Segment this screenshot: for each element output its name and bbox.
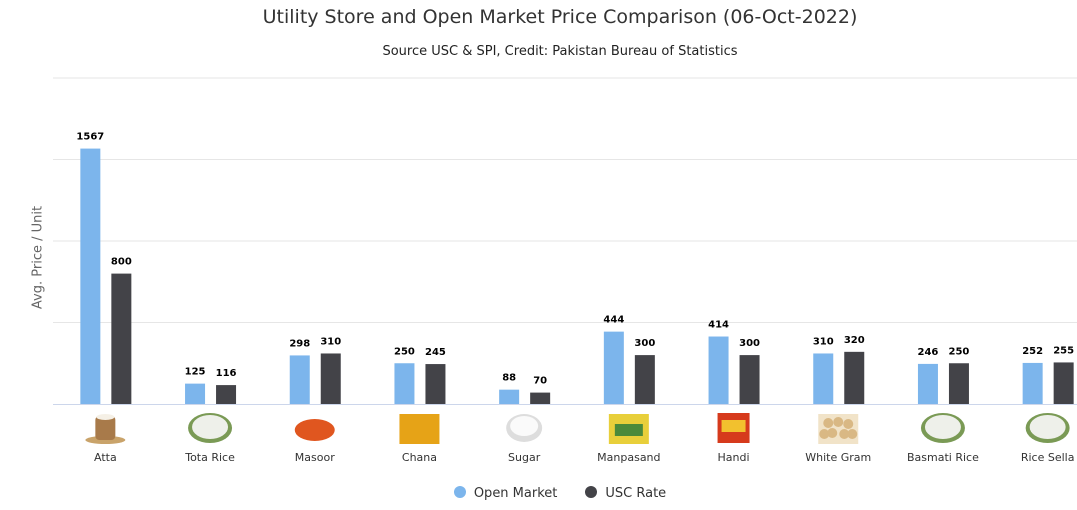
bar-usc-rate[interactable]: [948, 363, 969, 404]
x-tick-label: Masoor: [295, 451, 335, 464]
data-label: 250: [394, 346, 415, 357]
bar-chart: 1567 800 Atta 125 116 Tota Rice 298 310 Masoor 25…: [53, 77, 1077, 464]
rice-bowl-icon: [920, 413, 965, 443]
bar-usc-rate[interactable]: [739, 355, 760, 404]
x-tick-label: Rice Sella: [1021, 451, 1075, 464]
handi-box-icon: [717, 413, 750, 443]
bar-usc-rate[interactable]: [111, 273, 132, 404]
data-label: 116: [216, 368, 237, 379]
data-label: 246: [918, 347, 939, 358]
bar-usc-rate[interactable]: [425, 364, 446, 404]
legend-label: Open Market: [473, 486, 558, 501]
data-label: 414: [708, 320, 729, 331]
legend-marker: [585, 486, 598, 498]
data-label: 255: [1053, 345, 1074, 356]
chart-title: Utility Store and Open Market Price Comp…: [262, 6, 858, 28]
bar-open-market[interactable]: [813, 353, 834, 404]
data-label: 300: [739, 338, 760, 349]
bar-open-market[interactable]: [185, 383, 206, 404]
data-label: 245: [425, 347, 446, 358]
bar-open-market[interactable]: [289, 355, 310, 404]
x-tick-label: Handi: [718, 451, 750, 464]
bar-open-market[interactable]: [603, 331, 624, 404]
data-label: 310: [813, 336, 834, 347]
rice-bowl-icon: [1025, 413, 1070, 443]
data-label: 310: [320, 336, 341, 347]
bar-open-market[interactable]: [1022, 362, 1043, 404]
data-label: 320: [844, 335, 865, 346]
x-tick-label: Sugar: [508, 451, 541, 464]
bar-usc-rate[interactable]: [530, 392, 551, 404]
chickpeas-icon: [399, 414, 440, 444]
bar-usc-rate[interactable]: [320, 353, 341, 404]
sugar-bowl-icon: [506, 414, 543, 442]
rice-bowl-icon: [188, 413, 233, 443]
data-label: 800: [111, 257, 132, 268]
data-label: 250: [949, 346, 970, 357]
data-label: 298: [289, 338, 310, 349]
bar-open-market[interactable]: [917, 363, 938, 404]
x-tick-label: White Gram: [805, 451, 871, 464]
bar-open-market[interactable]: [394, 363, 415, 404]
data-label: 125: [185, 367, 206, 378]
legend-marker: [453, 486, 466, 498]
legend-item-open-market[interactable]: Open Market: [453, 486, 558, 501]
x-tick-label: Chana: [402, 451, 437, 464]
bar-open-market[interactable]: [708, 336, 729, 404]
bar-usc-rate[interactable]: [1053, 362, 1074, 404]
bar-open-market[interactable]: [80, 148, 101, 404]
bar-open-market[interactable]: [499, 389, 520, 404]
legend-label: USC Rate: [605, 486, 667, 501]
data-label: 444: [603, 315, 624, 326]
lentils-icon: [294, 419, 335, 441]
x-tick-label: Atta: [94, 451, 117, 464]
chart-subtitle: Source USC & SPI, Credit: Pakistan Burea…: [382, 44, 738, 59]
white-gram-icon: [818, 414, 859, 444]
bar-usc-rate[interactable]: [216, 385, 237, 404]
x-tick-label: Manpasand: [597, 451, 660, 464]
data-label: 88: [502, 373, 516, 384]
data-label: 252: [1022, 346, 1043, 357]
rice-pack-icon: [608, 414, 649, 444]
bar-usc-rate[interactable]: [634, 355, 655, 404]
legend: Open Market USC Rate: [0, 486, 1077, 501]
data-label: 1567: [76, 132, 104, 143]
data-label: 300: [634, 338, 655, 349]
flour-sack-icon: [85, 414, 126, 444]
bar-usc-rate[interactable]: [844, 351, 865, 404]
legend-item-usc-rate[interactable]: USC Rate: [585, 486, 666, 501]
x-tick-label: Basmati Rice: [907, 451, 979, 464]
data-label: 70: [533, 376, 547, 387]
x-tick-label: Tota Rice: [184, 451, 235, 464]
